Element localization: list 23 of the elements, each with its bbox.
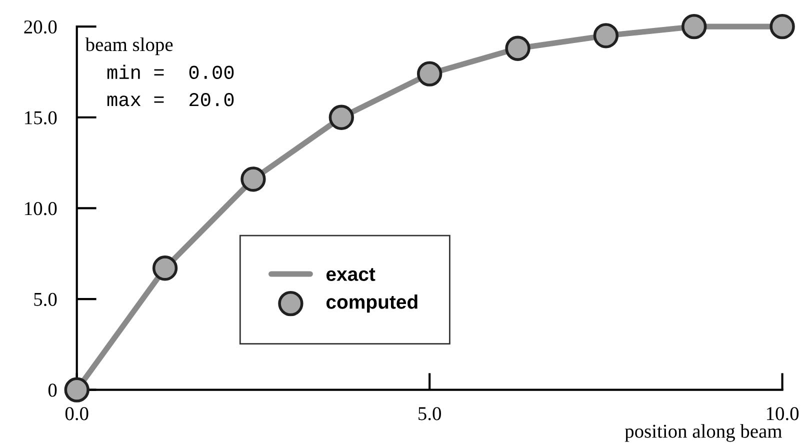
y-tick-label: 15.0 xyxy=(25,111,57,124)
point xyxy=(682,14,707,40)
point xyxy=(328,104,354,130)
point xyxy=(593,23,619,48)
x-tick-label: 10.0 xyxy=(767,407,799,420)
point xyxy=(240,166,266,192)
x-tick-label: 5.0 xyxy=(418,407,441,420)
point xyxy=(64,377,90,402)
x-tick-label: 0.0 xyxy=(65,407,88,420)
point xyxy=(505,36,530,61)
y-tick-label: 10.0 xyxy=(25,202,57,216)
legend-label: exact xyxy=(326,268,376,281)
annotation: min = 0.00 xyxy=(107,64,234,80)
legend-label: computed xyxy=(326,294,418,313)
point xyxy=(152,256,178,281)
point xyxy=(416,61,442,86)
point xyxy=(770,14,795,40)
y-tick-label: 0 xyxy=(48,384,57,397)
x-axis-title: position along beam xyxy=(624,424,782,442)
annotation: max = 20.0 xyxy=(107,93,234,106)
annotation: beam slope xyxy=(85,37,173,56)
y-tick-label: 5.0 xyxy=(34,292,57,306)
y-tick-label: 20.0 xyxy=(24,20,57,34)
